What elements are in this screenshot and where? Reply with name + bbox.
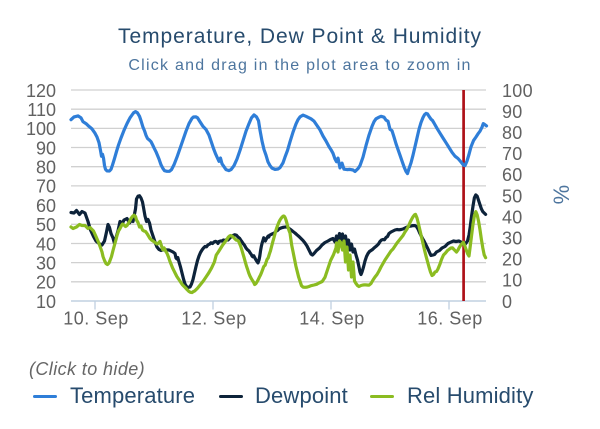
svg-text:40: 40 — [36, 234, 56, 254]
svg-text:%: % — [549, 185, 574, 205]
svg-text:10: 10 — [502, 271, 523, 291]
svg-text:14. Sep: 14. Sep — [299, 308, 365, 328]
svg-text:90: 90 — [502, 102, 523, 122]
svg-text:50: 50 — [502, 186, 523, 206]
svg-text:30: 30 — [502, 228, 523, 248]
svg-text:10: 10 — [36, 292, 56, 312]
svg-text:50: 50 — [36, 215, 56, 235]
svg-text:80: 80 — [502, 123, 523, 143]
svg-text:16. Sep: 16. Sep — [417, 308, 483, 328]
svg-text:60: 60 — [502, 165, 523, 185]
svg-text:40: 40 — [502, 207, 523, 227]
svg-text:30: 30 — [36, 253, 56, 273]
svg-text:90: 90 — [36, 138, 56, 158]
svg-text:120: 120 — [26, 81, 56, 101]
svg-text:70: 70 — [502, 144, 523, 164]
svg-text:0: 0 — [502, 292, 512, 312]
svg-text:100: 100 — [502, 81, 533, 101]
svg-text:70: 70 — [36, 177, 56, 197]
svg-text:100: 100 — [26, 119, 56, 139]
svg-text:20: 20 — [36, 273, 56, 293]
svg-text:12. Sep: 12. Sep — [181, 308, 247, 328]
svg-text:60: 60 — [36, 196, 56, 216]
svg-text:80: 80 — [36, 157, 56, 177]
svg-text:20: 20 — [502, 250, 523, 270]
svg-text:10. Sep: 10. Sep — [63, 308, 129, 328]
svg-text:110: 110 — [27, 100, 56, 120]
